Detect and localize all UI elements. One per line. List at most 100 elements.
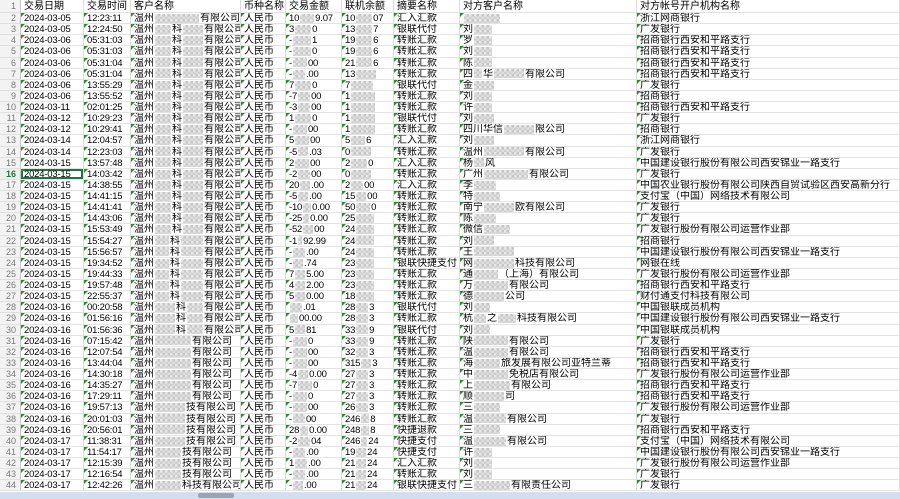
cell-summary[interactable]: 转账汇款 [394,46,460,58]
cell-amount[interactable]: - .74 [286,257,342,269]
cell-currency[interactable]: 人民币 [241,102,286,114]
cell-customer[interactable]: 温州 科 有限公司 [131,280,241,292]
cell-currency[interactable]: 人民币 [241,469,286,481]
cell-date[interactable]: 2024-03-16 [21,424,84,436]
cell-amount[interactable]: -0 [286,391,342,403]
cell-bank[interactable]: 招商银行西安和平路支行 [637,391,900,403]
cell-date[interactable]: 2024-03-15 [21,213,84,225]
cell-balance[interactable]: 24 [342,246,394,258]
cell-customer[interactable]: 温州 科 有限公司 [131,24,241,36]
cell-date[interactable]: 2024-03-15 [21,168,84,180]
cell-date[interactable]: 2024-03-17 [21,435,84,447]
cell-balance[interactable]: 21 24 [342,469,394,481]
cell-bank[interactable]: 中国建设银行股份有限公司西安锦业一路支行 [637,157,900,169]
cell-balance[interactable]: 315 3 [342,357,394,369]
cell-time[interactable]: 13:57:48 [84,157,131,169]
cell-date[interactable]: 2024-03-16 [21,413,84,425]
cell-summary[interactable]: 快捷支付 [394,446,460,458]
cell-time[interactable]: 12:23:11 [84,13,131,25]
cell-amount[interactable]: 1.00 [286,458,342,470]
cell-date[interactable]: 2024-03-15 [21,246,84,258]
cell-summary[interactable]: 银联快捷支付 [394,257,460,269]
cell-bank[interactable]: 广发银行 [637,469,900,481]
cell-amount[interactable]: -7 0 [286,380,342,392]
cell-balance[interactable]: 23 [342,268,394,280]
cell-balance[interactable]: 2 00 [342,179,394,191]
cell-bank[interactable]: 中国建设银行股份有限公司西安锦业一路支行 [637,246,900,258]
cell-amount[interactable]: -7 00 [286,90,342,102]
cell-balance[interactable]: 13 7 [342,24,394,36]
cell-counterparty[interactable]: 特 [460,191,637,203]
cell-balance[interactable]: 21 24 [342,480,394,492]
cell-amount[interactable]: .01 [286,302,342,314]
cell-customer[interactable]: 温州 科 有限公司 [131,224,241,236]
cell-counterparty[interactable]: 南宁 欧有限公司 [460,202,637,214]
cell-bank[interactable]: 中国农业银行股份有限公司陕西自贸试验区西安高新分行 [637,179,900,191]
cell-date[interactable]: 2024-03-15 [21,191,84,203]
cell-currency[interactable]: 人民币 [241,35,286,47]
cell-balance[interactable]: 1 [342,90,394,102]
cell-customer[interactable]: 温州 科 有限公司 [131,135,241,147]
cell-bank[interactable]: 招商银行西安和平路支行 [637,424,900,436]
cell-bank[interactable]: 招商银行西安和平路支行 [637,346,900,358]
cell-currency[interactable]: 人民币 [241,13,286,25]
cell-customer[interactable]: 温州 科 有限公司 [131,179,241,191]
cell-counterparty[interactable]: 杭 之 科技有限公司 [460,313,637,325]
cell-bank[interactable]: 网银在线 [637,257,900,269]
cell-amount[interactable]: 4 2.00 [286,280,342,292]
cell-currency[interactable]: 人民币 [241,57,286,69]
cell-bank[interactable]: 招商银行西安和平路支行 [637,35,900,47]
cell-bank[interactable]: 中国建设银行股份有限公司西安锦业一路支行 [637,446,900,458]
column-header-time[interactable]: 交易时间 [84,0,131,13]
cell-counterparty[interactable]: 万 有限公司 [460,280,637,292]
cell-customer[interactable]: 温州 有限公司 [131,380,241,392]
row-header[interactable]: 44 [0,480,21,492]
cell-summary[interactable]: 快捷支付 [394,435,460,447]
cell-time[interactable]: 12:23:03 [84,146,131,158]
cell-counterparty[interactable]: 刘 [460,324,637,336]
column-header-date[interactable]: 交易日期 [21,0,84,13]
row-header[interactable]: 19 [0,202,21,214]
cell-date[interactable]: 2024-03-16 [21,380,84,392]
cell-amount[interactable]: - .00 [286,68,342,80]
cell-amount[interactable]: 7 5.00 [286,268,342,280]
cell-time[interactable]: 10:29:23 [84,113,131,125]
cell-customer[interactable]: 温州 科 有限公司 [131,68,241,80]
cell-balance[interactable]: 21 24 [342,458,394,470]
cell-currency[interactable]: 人民币 [241,68,286,80]
cell-date[interactable]: 2024-03-06 [21,35,84,47]
cell-time[interactable]: 05:31:04 [84,57,131,69]
cell-bank[interactable]: 广发银行 [637,168,900,180]
cell-counterparty[interactable]: 刘 [460,113,637,125]
cell-summary[interactable]: 转账汇款 [394,90,460,102]
row-header[interactable]: 32 [0,346,21,358]
cell-counterparty[interactable]: 三 [460,424,637,436]
cell-currency[interactable]: 人民币 [241,380,286,392]
row-header[interactable]: 14 [0,146,21,158]
cell-bank[interactable]: 招商银行西安和平路支行 [637,57,900,69]
row-header[interactable]: 9 [0,90,21,102]
cell-counterparty[interactable]: 刘 [460,235,637,247]
row-header[interactable]: 13 [0,135,21,147]
cell-balance[interactable]: 32 3 [342,346,394,358]
row-header[interactable]: 37 [0,402,21,414]
cell-currency[interactable]: 人民币 [241,191,286,203]
cell-counterparty[interactable]: 刘 [460,302,637,314]
cell-bank[interactable]: 广发银行 [637,146,900,158]
cell-counterparty[interactable]: 四华 有限公司 [460,68,637,80]
row-header[interactable]: 29 [0,313,21,325]
cell-date[interactable]: 2024-03-12 [21,124,84,136]
row-header[interactable]: 20 [0,213,21,225]
cell-customer[interactable]: 温州 科 有限公司 [131,124,241,136]
cell-time[interactable]: 19:57:48 [84,280,131,292]
cell-balance[interactable]: 18 [342,291,394,303]
cell-currency[interactable]: 人民币 [241,424,286,436]
cell-time[interactable]: 07:15:42 [84,335,131,347]
cell-amount[interactable]: - 00 [286,346,342,358]
cell-currency[interactable]: 人民币 [241,413,286,425]
row-header[interactable]: 11 [0,113,21,125]
cell-date[interactable]: 2024-03-15 [21,202,84,214]
cell-date[interactable]: 2024-03-12 [21,113,84,125]
cell-date[interactable]: 2024-03-17 [21,458,84,470]
cell-date[interactable]: 2024-03-16 [21,335,84,347]
